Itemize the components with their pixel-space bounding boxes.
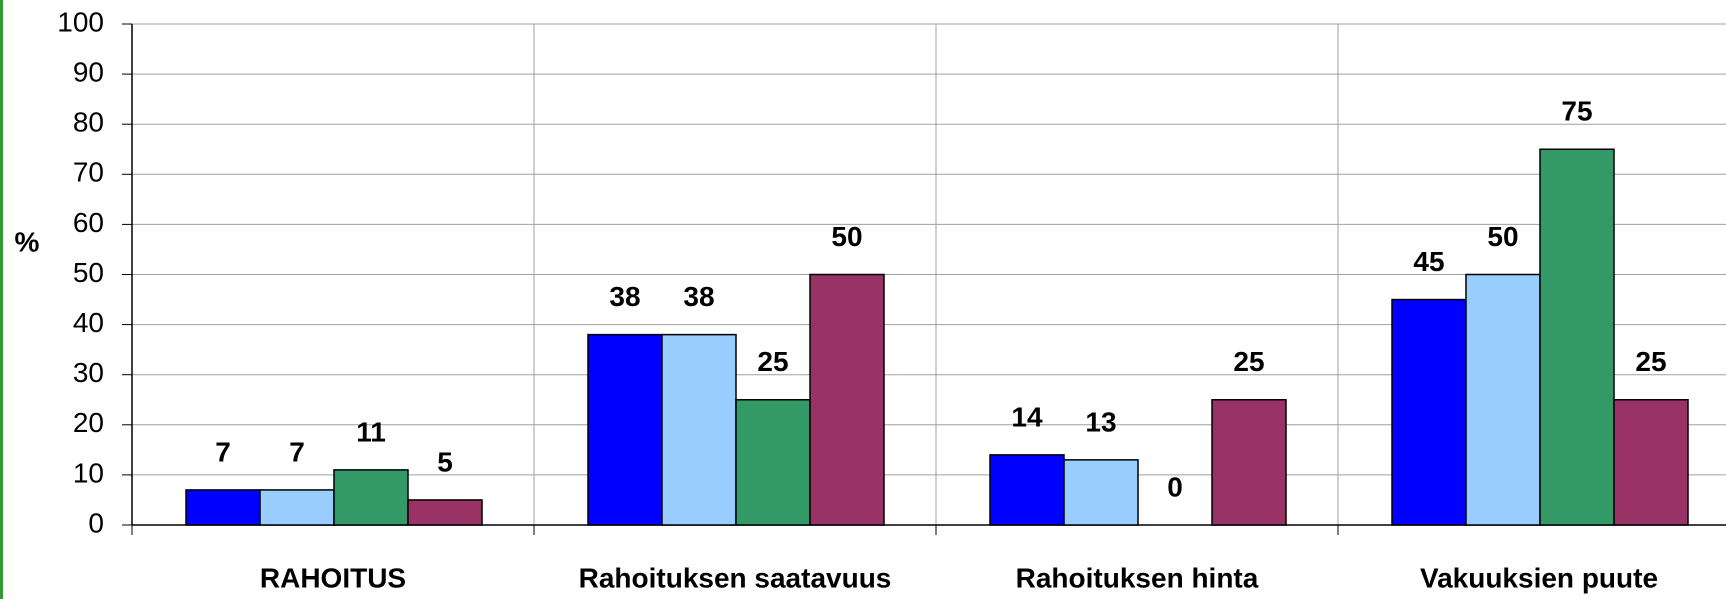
data-label: 13: [1085, 406, 1116, 437]
bar: [989, 454, 1065, 526]
y-tick-label: 0: [88, 507, 104, 538]
bar: [661, 333, 737, 526]
data-label: 7: [289, 436, 305, 467]
bar: [735, 399, 811, 526]
x-tick-label: Vakuuksien puute: [1420, 562, 1658, 593]
bar: [333, 469, 409, 526]
y-tick-label: 80: [73, 107, 104, 138]
data-label: 0: [1167, 471, 1183, 502]
data-label: 25: [1635, 346, 1666, 377]
bar: [587, 333, 663, 526]
data-label: 38: [609, 281, 640, 312]
y-tick-label: 30: [73, 357, 104, 388]
data-label: 50: [1487, 221, 1518, 252]
y-axis-label: %: [15, 226, 40, 257]
y-tick-label: 20: [73, 407, 104, 438]
data-label: 75: [1561, 96, 1592, 127]
y-tick-label: 70: [73, 157, 104, 188]
bar: [1613, 399, 1689, 526]
x-tick-label: RAHOITUS: [260, 562, 406, 593]
data-label: 25: [1233, 346, 1264, 377]
y-tick-label: 50: [73, 257, 104, 288]
bar: [259, 489, 335, 526]
bar: [1391, 298, 1467, 526]
data-label: 14: [1011, 401, 1043, 432]
bar: [1539, 148, 1615, 526]
frame-edge: [0, 0, 3, 599]
data-label: 45: [1413, 246, 1444, 277]
data-label: 11: [356, 416, 386, 447]
y-tick-label: 90: [73, 56, 104, 87]
data-label: 5: [437, 446, 453, 477]
data-label: 38: [683, 281, 714, 312]
bar: [809, 273, 885, 526]
y-tick-label: 10: [73, 457, 104, 488]
bar: [1211, 399, 1287, 526]
y-tick-label: 100: [57, 6, 104, 37]
bar: [1063, 459, 1139, 526]
x-tick-label: Rahoituksen hinta: [1016, 562, 1259, 593]
x-tick-label: Rahoituksen saatavuus: [579, 562, 892, 593]
bar: [1465, 273, 1541, 526]
bar: [407, 499, 483, 526]
data-label: 25: [757, 346, 788, 377]
bar: [185, 489, 261, 526]
y-tick-label: 40: [73, 307, 104, 338]
data-label: 7: [215, 436, 231, 467]
data-label: 50: [831, 221, 862, 252]
y-tick-label: 60: [73, 207, 104, 238]
